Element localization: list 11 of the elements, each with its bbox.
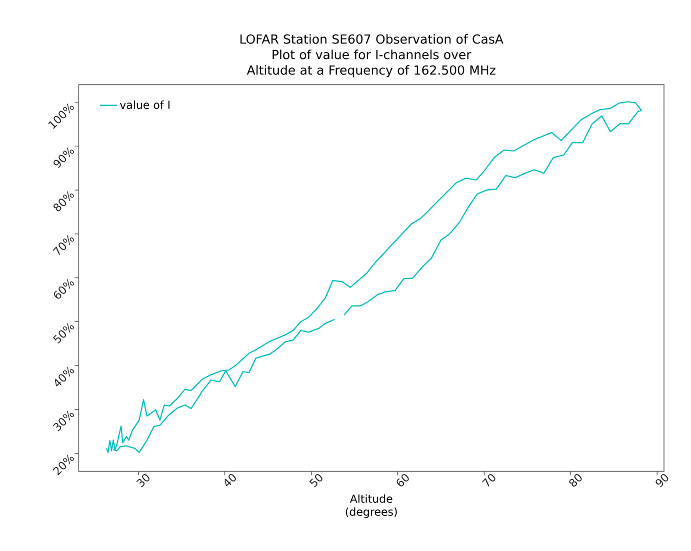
chart-title: LOFAR Station SE607 Observation of CasA (240, 34, 504, 44)
x-tick-label: 60 (396, 474, 409, 486)
x-axis-title: Altitude (degrees) (346, 494, 397, 518)
x-tick-label: 80 (569, 474, 582, 487)
legend-label: value of I (120, 100, 170, 109)
x-tick-label: 40 (224, 474, 236, 486)
x-tick-label: 50 (309, 474, 322, 488)
x-tick-label: 30 (136, 474, 150, 488)
x-tick-label: 90 (656, 474, 668, 488)
chart-subtitle: Plot of value for I-channels over Altitude at a Frequency of 162.500 MHz (246, 50, 496, 78)
x-tick-label: 70 (482, 474, 496, 487)
